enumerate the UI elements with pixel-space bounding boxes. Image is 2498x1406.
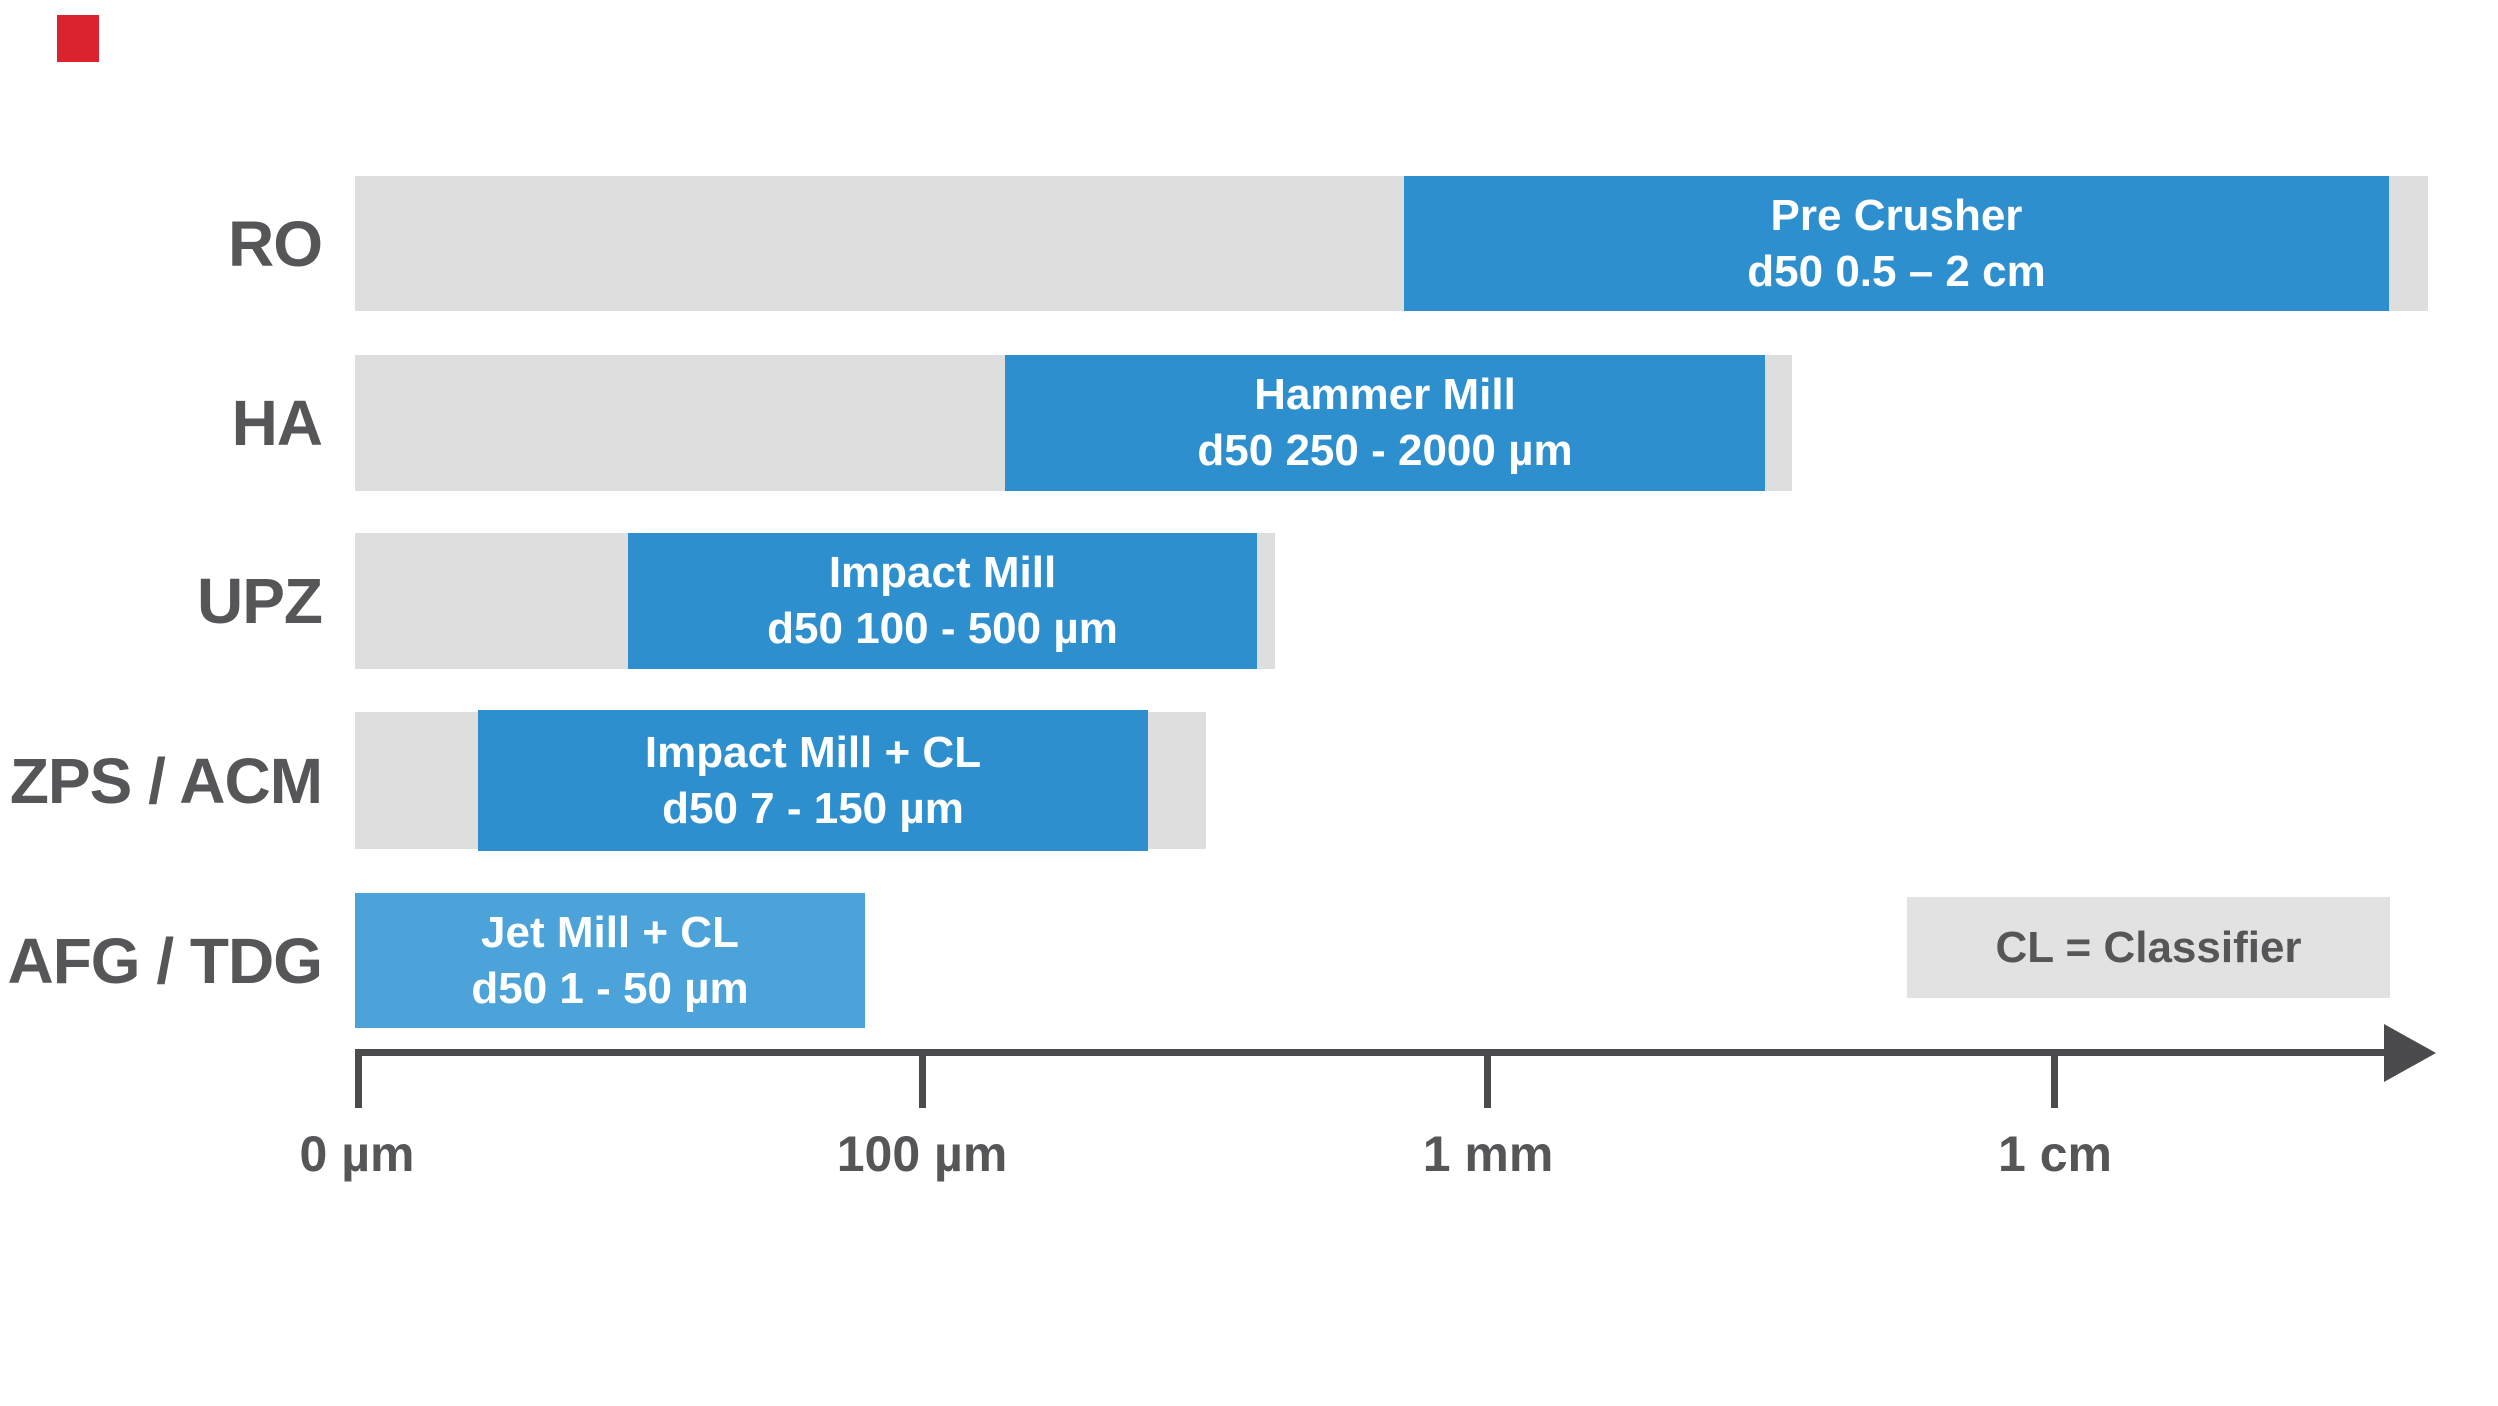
bar-process-name: Hammer Mill: [1254, 370, 1516, 420]
bar-afg-tdg: Jet Mill + CL d50 1 - 50 µm: [355, 893, 865, 1028]
bar-d50-range: d50 0.5 – 2 cm: [1747, 246, 2046, 296]
row-label-ro: RO: [228, 207, 323, 280]
bar-ha: Hammer Mill d50 250 - 2000 µm: [1005, 355, 1765, 491]
row-label-afg-tdg: AFG / TDG: [7, 924, 323, 997]
bar-process-name: Impact Mill: [828, 548, 1057, 598]
bar-d50-range: d50 7 - 150 µm: [662, 783, 964, 833]
axis-tick-label-100um: 100 µm: [836, 1126, 1008, 1182]
bar-ro: Pre Crusher d50 0.5 – 2 cm: [1404, 176, 2389, 311]
axis-arrow-icon: [2384, 1024, 2436, 1082]
bar-d50-range: d50 100 - 500 µm: [767, 604, 1118, 653]
row-label-upz: UPZ: [197, 565, 323, 637]
axis-tick-label-1cm: 1 cm: [1998, 1126, 2112, 1182]
axis-tick-1cm: [2051, 1049, 2058, 1108]
axis-tick-100um: [919, 1049, 926, 1108]
x-axis-line: [355, 1049, 2392, 1056]
row-label-ha: HA: [231, 387, 323, 459]
brand-logo-red-square: [57, 15, 99, 62]
classifier-note-box: CL = Classifier: [1907, 897, 2390, 998]
bar-d50-range: d50 250 - 2000 µm: [1197, 426, 1573, 475]
axis-tick-label-0um: 0 µm: [299, 1126, 415, 1182]
bar-zps-acm: Impact Mill + CL d50 7 - 150 µm: [478, 710, 1148, 851]
bar-upz: Impact Mill d50 100 - 500 µm: [628, 533, 1257, 669]
bar-process-name: Impact Mill + CL: [644, 727, 982, 777]
bar-process-name: Pre Crusher: [1770, 190, 2023, 240]
bar-d50-range: d50 1 - 50 µm: [471, 963, 749, 1013]
axis-tick-label-1mm: 1 mm: [1422, 1126, 1554, 1182]
axis-tick-0um: [355, 1049, 362, 1108]
row-label-zps-acm: ZPS / ACM: [9, 744, 323, 817]
bar-process-name: Jet Mill + CL: [481, 907, 739, 957]
axis-tick-1mm: [1484, 1049, 1491, 1108]
